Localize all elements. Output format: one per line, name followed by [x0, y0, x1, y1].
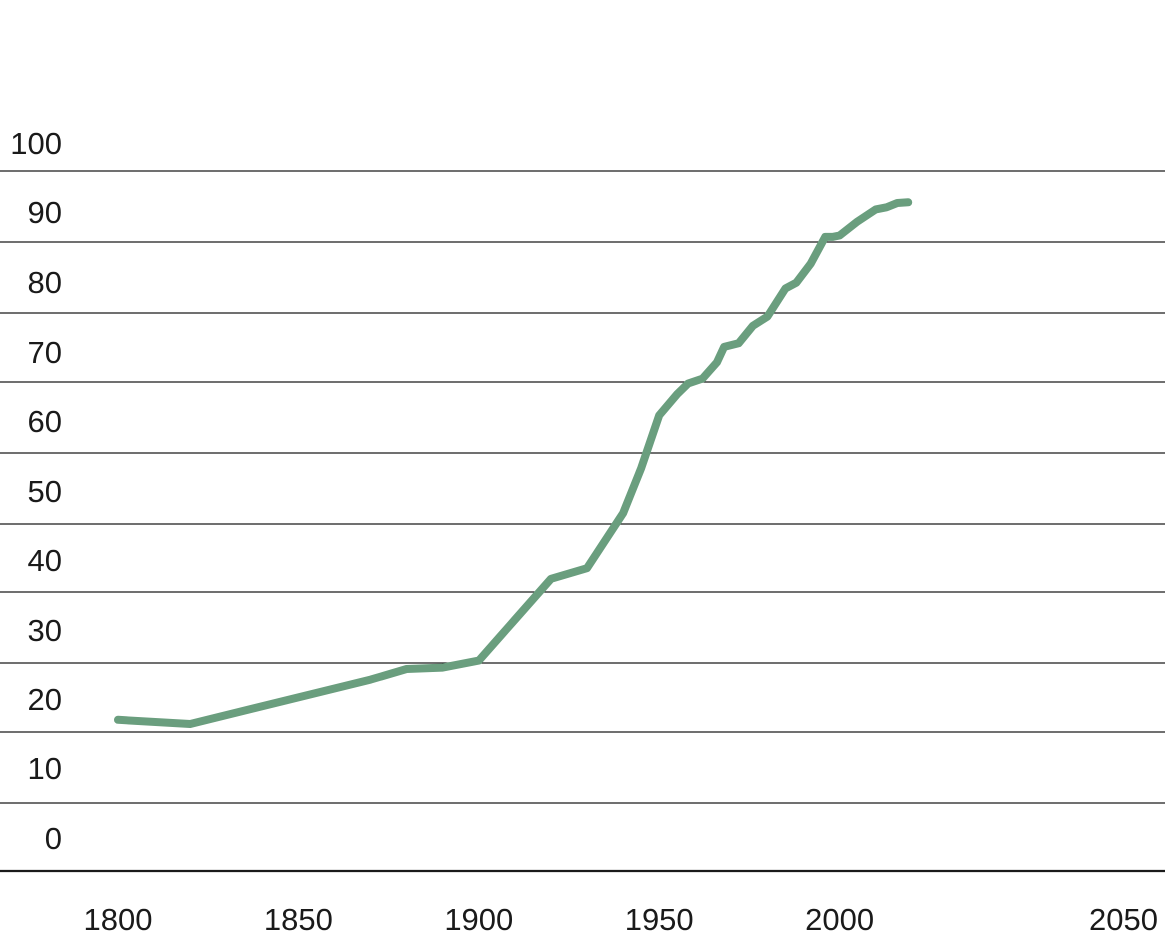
- y-tick-label: 40: [28, 543, 62, 578]
- x-axis-tick-labels: 1800 1850 1900 1950 2000 2050: [84, 902, 1158, 937]
- series-layer: [114, 198, 913, 728]
- x-tick-label: 1950: [625, 902, 694, 937]
- y-tick-label: 70: [28, 335, 62, 370]
- x-tick-label: 2000: [805, 902, 874, 937]
- gridlines: [0, 170, 1165, 873]
- y-tick-label: 60: [28, 404, 62, 439]
- y-tick-label: 20: [28, 682, 62, 717]
- y-tick-label: 10: [28, 751, 62, 786]
- y-tick-label: 50: [28, 474, 62, 509]
- x-tick-label: 1800: [84, 902, 153, 937]
- y-tick-label: 0: [45, 821, 62, 856]
- series-line: [114, 198, 913, 728]
- y-tick-label: 90: [28, 195, 62, 230]
- y-tick-label: 80: [28, 265, 62, 300]
- y-tick-label: 30: [28, 613, 62, 648]
- x-tick-label: 1900: [444, 902, 513, 937]
- y-tick-label: 100: [10, 126, 62, 161]
- x-tick-label: 2050: [1089, 902, 1158, 937]
- x-tick-label: 1850: [264, 902, 333, 937]
